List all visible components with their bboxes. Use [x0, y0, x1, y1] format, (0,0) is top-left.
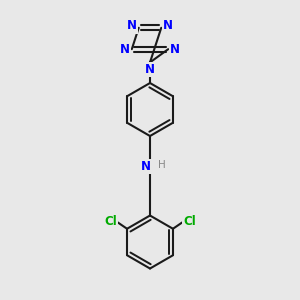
Text: H: H — [158, 160, 166, 170]
Text: Cl: Cl — [104, 214, 117, 227]
Text: N: N — [163, 20, 173, 32]
Text: N: N — [145, 63, 155, 76]
Text: N: N — [120, 44, 130, 56]
Text: N: N — [141, 160, 151, 173]
Text: N: N — [170, 44, 180, 56]
Text: N: N — [127, 20, 137, 32]
Text: Cl: Cl — [183, 214, 196, 227]
